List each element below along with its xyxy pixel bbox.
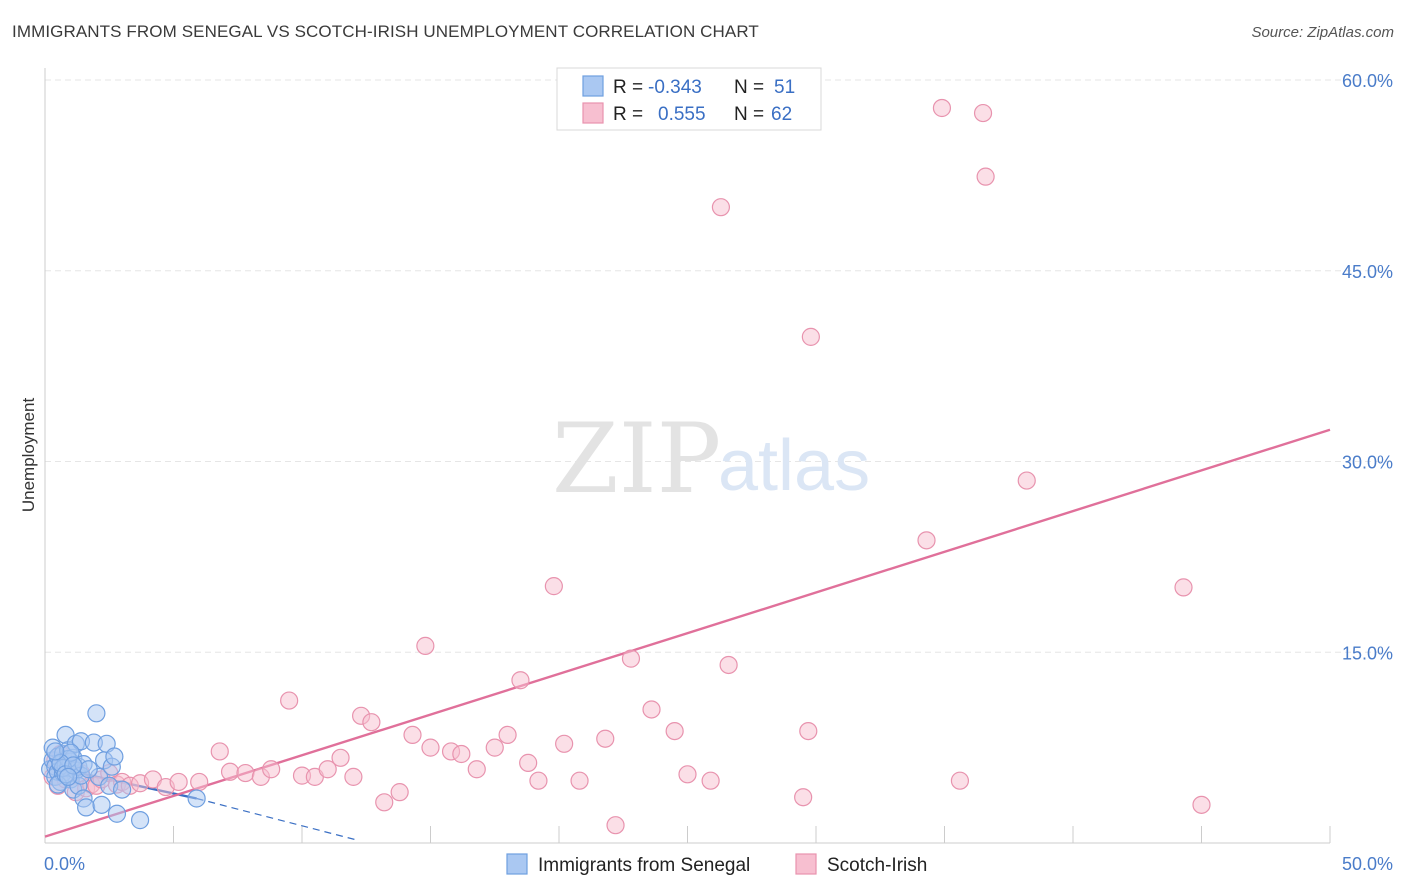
senegal-point-44 [112, 780, 132, 799]
scotch-point-70 [1192, 795, 1211, 814]
scotch-point-38 [416, 636, 435, 655]
scotch-point-65 [950, 771, 970, 790]
scotch-point-35 [375, 793, 394, 812]
scotch-point-55 [665, 721, 684, 741]
data-points [41, 98, 1211, 835]
y-tick-label-0: 15.0% [1342, 643, 1393, 663]
senegal-point-35 [87, 704, 106, 723]
scotch-point-46 [519, 753, 538, 772]
legend-r-label-1: R = [613, 104, 643, 125]
scotch-point-34 [362, 713, 381, 732]
legend-swatch-senegal [582, 75, 604, 97]
scotch-point-41 [452, 744, 471, 764]
senegal-point-43 [107, 804, 127, 823]
bottom-legend-swatch-scotch [795, 853, 817, 875]
scotch-point-58 [711, 198, 731, 217]
legend-r-value-1: 0.555 [658, 104, 706, 125]
chart-title: IMMIGRANTS FROM SENEGAL VS SCOTCH-IRISH … [12, 22, 759, 41]
senegal-point-48 [59, 767, 78, 786]
scotch-point-39 [421, 738, 440, 757]
legend-n-label-0: N = [734, 77, 764, 98]
senegal-point-49 [46, 742, 65, 761]
senegal-point-27 [77, 798, 96, 817]
axes [44, 68, 1331, 844]
scotch-point-22 [210, 742, 229, 761]
scotch-point-49 [555, 734, 574, 753]
senegal-point-50 [187, 789, 206, 808]
watermark-zip: ZIP [552, 403, 721, 515]
scotch-point-51 [596, 729, 615, 748]
y-axis-label: Unemployment [19, 398, 38, 513]
legend-n-value-1: 62 [771, 104, 792, 125]
senegal-point-42 [105, 747, 124, 766]
scotch-point-48 [544, 577, 563, 596]
legend-swatch-scotch [582, 102, 604, 124]
legend-r-label-0: R = [613, 77, 643, 98]
scotch-point-32 [344, 767, 363, 786]
scotch-point-60 [794, 788, 813, 807]
scotch-point-45 [511, 671, 530, 690]
scotch-point-43 [485, 738, 504, 757]
senegal-point-37 [92, 795, 111, 814]
scotch-point-23 [220, 762, 240, 781]
scotch-point-21 [190, 772, 209, 792]
scotch-point-30 [318, 760, 337, 779]
senegal-point-46 [79, 760, 98, 779]
legend: R = -0.343 N = 51 R = 0.555 N = 62 [556, 67, 822, 131]
tick-labels: 15.0% 30.0% 45.0% 60.0% 0.0% 50.0% [44, 71, 1393, 874]
scotch-point-52 [606, 816, 625, 835]
scotch-point-62 [801, 327, 820, 346]
scotch-point-57 [701, 771, 720, 790]
x-tick-label-0: 0.0% [44, 854, 85, 874]
watermark-atlas: atlas [718, 426, 870, 506]
legend-n-value-0: 51 [774, 77, 795, 98]
bottom-legend-label-scotch: Scotch-Irish [827, 855, 927, 876]
scotch-point-66 [973, 103, 993, 123]
scotch-point-64 [917, 531, 936, 550]
legend-r-value-0: -0.343 [648, 77, 702, 98]
bottom-legend: Immigrants from Senegal Scotch-Irish [506, 853, 927, 876]
bottom-legend-swatch-senegal [506, 853, 528, 875]
scotch-point-44 [498, 725, 517, 745]
scotch-point-37 [403, 725, 422, 745]
scotch-point-36 [390, 783, 409, 802]
scotch-point-54 [642, 700, 661, 719]
y-tick-label-3: 60.0% [1342, 71, 1393, 91]
scotch-point-61 [799, 721, 818, 741]
senegal-point-45 [130, 811, 150, 830]
y-tick-label-2: 45.0% [1342, 262, 1393, 282]
scotch-point-27 [280, 691, 299, 710]
legend-n-label-1: N = [734, 104, 764, 125]
scotch-point-20 [169, 772, 188, 792]
grid [45, 79, 1392, 653]
scotch-point-56 [678, 765, 697, 784]
scotch-point-50 [570, 771, 589, 790]
y-tick-label-1: 30.0% [1342, 453, 1393, 473]
scotch-point-68 [1017, 471, 1036, 490]
scotch-point-67 [976, 167, 995, 186]
scotch-point-53 [621, 649, 641, 668]
scotch-point-31 [331, 748, 350, 767]
watermark: ZIP atlas [552, 403, 870, 515]
bottom-legend-label-senegal: Immigrants from Senegal [538, 855, 750, 876]
scotch-point-26 [262, 760, 281, 779]
scotch-point-59 [719, 655, 738, 675]
scotch-point-63 [932, 98, 952, 118]
scotch-point-42 [467, 760, 486, 779]
scotch-point-24 [236, 763, 255, 783]
source-label: Source: ZipAtlas.com [1251, 24, 1394, 41]
trendline-dashed-0 [196, 797, 359, 842]
x-tick-label-1: 50.0% [1342, 854, 1393, 874]
scotch-point-47 [529, 771, 548, 790]
scotch-point-69 [1174, 578, 1193, 597]
